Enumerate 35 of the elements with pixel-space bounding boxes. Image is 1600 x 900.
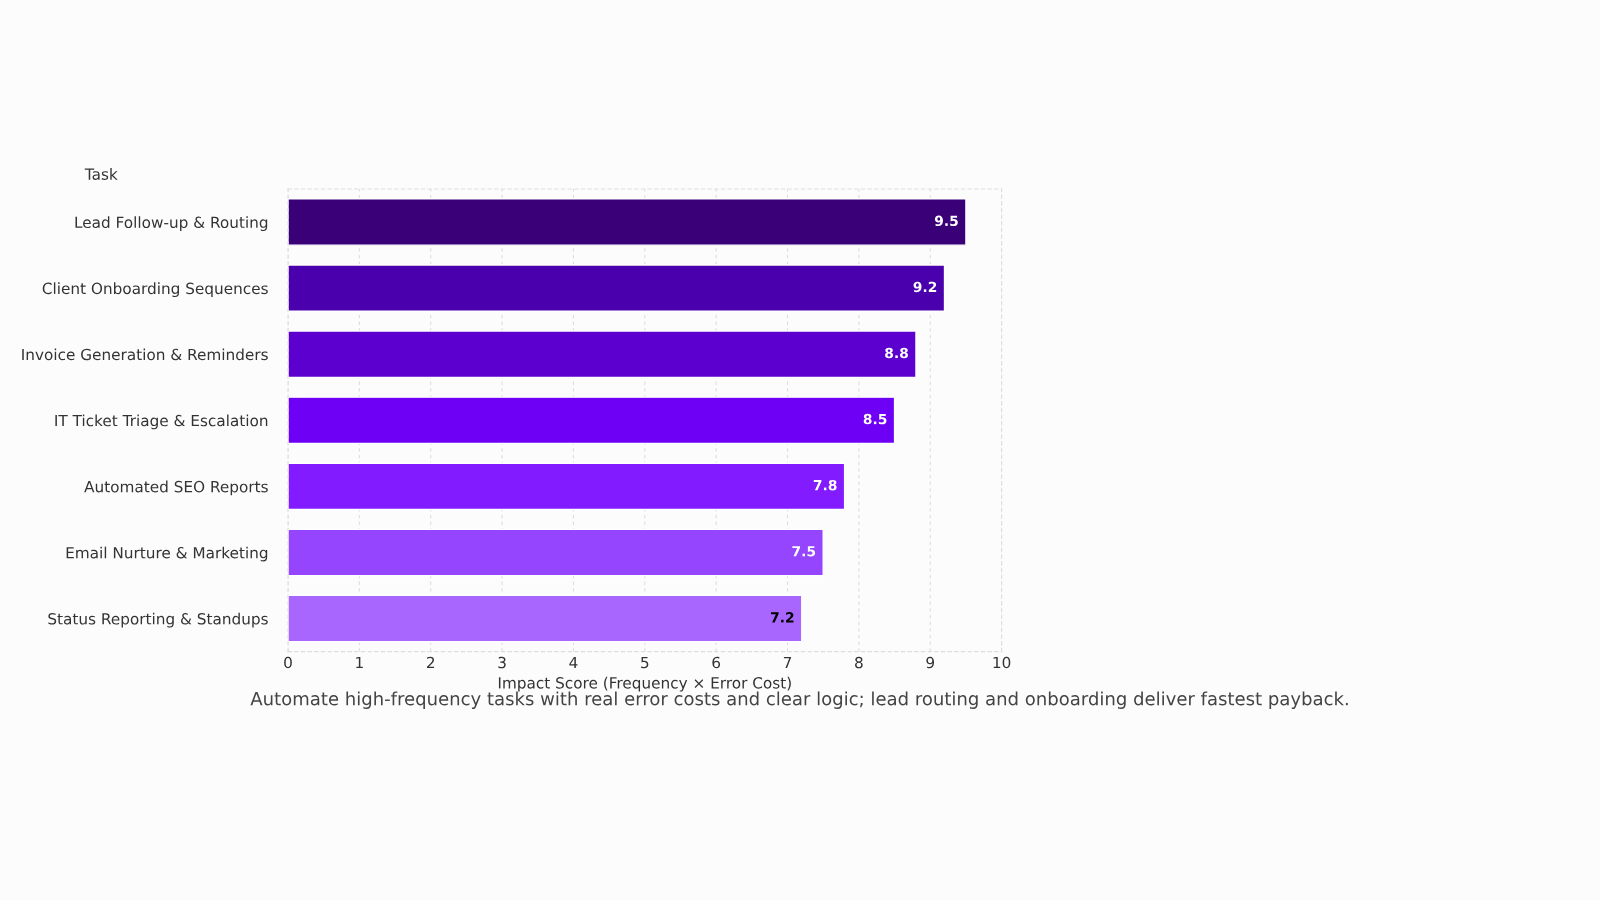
data-label: 9.2 xyxy=(913,281,937,293)
x-axis-title: Impact Score (Frequency × Error Cost) xyxy=(498,676,791,692)
bar xyxy=(288,594,803,643)
x-tick-label: 2 xyxy=(426,656,435,669)
y-tick-label: Client Onboarding Sequences xyxy=(42,282,268,298)
y-tick-label: IT Ticket Triage & Escalation xyxy=(55,414,268,430)
data-label: 9.5 xyxy=(934,215,958,227)
bar xyxy=(288,528,824,577)
y-axis-title: Task xyxy=(84,168,118,180)
x-tick-label: 3 xyxy=(498,656,506,669)
bar xyxy=(288,462,846,511)
y-tick-label: Invoice Generation & Reminders xyxy=(22,348,268,361)
x-tick-label: 1 xyxy=(356,656,363,669)
bar xyxy=(288,330,917,379)
x-tick-label: 4 xyxy=(569,656,578,669)
data-label: 7.5 xyxy=(792,546,816,557)
x-tick-label: 5 xyxy=(641,656,649,669)
y-tick-label: Email Nurture & Marketing xyxy=(66,546,268,562)
y-tick-label: Lead Follow-up & Routing xyxy=(75,216,268,232)
bar xyxy=(288,198,967,246)
data-label: 8.5 xyxy=(863,413,887,425)
bar xyxy=(288,396,896,445)
x-tick-label: 8 xyxy=(855,656,863,669)
x-tick-label: 0 xyxy=(284,656,292,669)
data-label: 7.2 xyxy=(770,612,794,623)
x-tick-label: 9 xyxy=(926,656,935,669)
data-label: 8.8 xyxy=(885,347,908,359)
x-tick-label: 7 xyxy=(783,656,792,669)
x-tick-label: 6 xyxy=(712,656,721,669)
text: Automate high-frequency tasks with real error costs and clear logic; lead routing and onboarding deliver fastest payback. xyxy=(250,691,1348,709)
y-tick-label: Automated SEO Reports xyxy=(84,480,268,496)
x-tick-label: 10 xyxy=(993,656,1011,669)
y-tick-label: Status Reporting & Standups xyxy=(48,612,268,628)
bar xyxy=(288,264,946,312)
data-label: 7.8 xyxy=(813,479,837,491)
